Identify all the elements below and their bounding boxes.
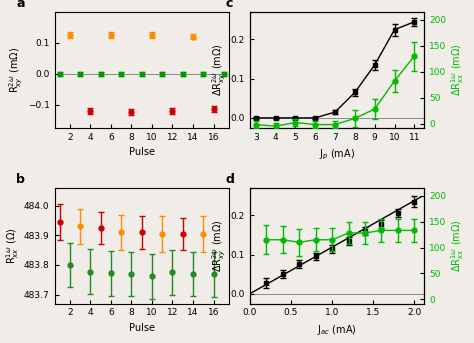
Text: a: a: [16, 0, 25, 10]
X-axis label: J$_{ac}$ (mA): J$_{ac}$ (mA): [317, 323, 357, 337]
Y-axis label: ΔR$^{1\omega}_{xx}$ (mΩ): ΔR$^{1\omega}_{xx}$ (mΩ): [449, 44, 466, 96]
Y-axis label: R$^{1\omega}_{xx}$ (Ω): R$^{1\omega}_{xx}$ (Ω): [4, 227, 21, 264]
X-axis label: J$_p$ (mA): J$_p$ (mA): [319, 147, 355, 162]
X-axis label: Pulse: Pulse: [129, 323, 155, 333]
Text: d: d: [226, 173, 234, 186]
Text: b: b: [16, 173, 25, 186]
Y-axis label: ΔR$^{2\omega}_{xy}$ (mΩ): ΔR$^{2\omega}_{xy}$ (mΩ): [210, 220, 228, 272]
Y-axis label: R$^{2\omega}_{xy}$ (mΩ): R$^{2\omega}_{xy}$ (mΩ): [8, 47, 25, 93]
Y-axis label: ΔR$^{2\omega}_{xy}$ (mΩ): ΔR$^{2\omega}_{xy}$ (mΩ): [210, 44, 228, 96]
Y-axis label: ΔR$^{1\omega}_{xx}$ (mΩ): ΔR$^{1\omega}_{xx}$ (mΩ): [449, 220, 466, 272]
X-axis label: Pulse: Pulse: [129, 147, 155, 157]
Text: c: c: [226, 0, 233, 10]
